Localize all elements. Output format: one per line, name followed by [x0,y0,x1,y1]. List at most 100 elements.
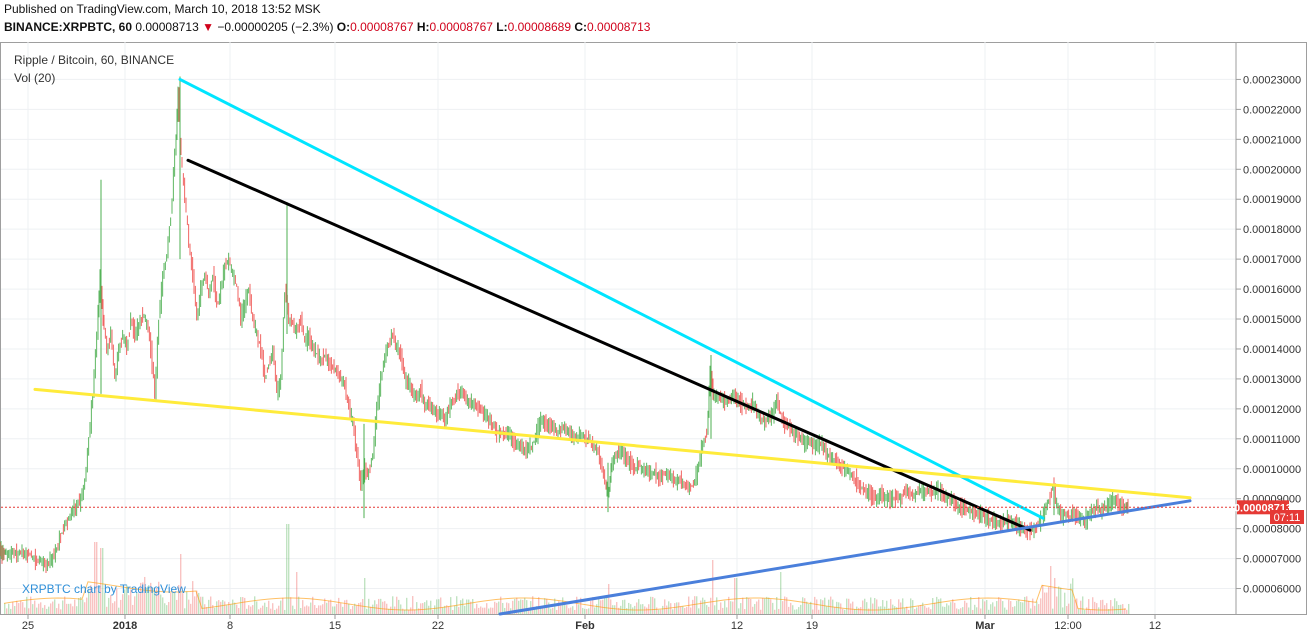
volume-bar [596,604,598,614]
volume-bar [556,609,558,614]
volume-bar [570,607,572,614]
volume-bar [102,548,104,614]
volume-bar [446,605,448,614]
volume-bar [276,608,278,614]
volume-bar [372,604,374,614]
volume-bar [494,601,496,614]
symbol-label: BINANCE:XRPBTC, 60 [4,20,133,34]
volume-bar [520,599,522,614]
volume-bar [1128,603,1130,614]
volume-bar [352,606,354,614]
volume-bar [806,601,808,614]
volume-bar [540,607,542,614]
y-tick-label: 0.00011000 [1243,434,1300,446]
volume-bar [394,606,396,614]
volume-bar [776,597,778,614]
volume-bar [182,593,184,614]
volume-bar [210,596,212,614]
volume-bar [324,598,326,614]
volume-bar [740,603,742,614]
volume-bar [728,596,730,614]
volume-bar [1052,608,1054,614]
volume-bar [650,596,652,614]
volume-bar [608,584,610,614]
volume-bar [752,606,754,614]
volume-bar [578,604,580,614]
volume-bar [212,605,214,614]
trendlines [1,77,1236,616]
volume-bar [764,598,766,614]
volume-bar [768,597,770,614]
volume-bar [636,602,638,614]
volume-bar [462,598,464,614]
volume-bar [108,597,110,614]
volume-bar [774,609,776,614]
volume-bar [458,607,460,614]
volume-bar [344,600,346,614]
volume-bar [34,600,36,614]
volume-bar [432,609,434,614]
volume-bar [720,602,722,614]
volume-bar [882,600,884,614]
volume-bar [910,598,912,614]
volume-bar [692,599,694,614]
volume-bar [604,596,606,614]
volume-bar [538,597,540,614]
x-tick-label: 19 [806,620,818,632]
volume-bar [668,601,670,614]
volume-bar [328,600,330,614]
volume-bar [114,601,116,614]
volume-bar [976,607,978,614]
volume-bar [792,605,794,614]
y-tick-label: 0.00023000 [1243,74,1301,86]
volume-bar [222,600,224,614]
volume-bar [296,572,298,614]
volume-bar [204,604,206,614]
time-axis[interactable]: 25 2018 8 15 22 Feb 12 19 Mar 12:00 12 [22,614,1161,632]
y-tick-label: 0.00021000 [1243,134,1301,146]
volume-bar [180,554,182,614]
volume-bar [258,609,260,614]
volume-bar [760,609,762,614]
y-tick-label: 0.00010000 [1243,464,1301,476]
volume-bar [990,604,992,614]
volume-bar [1084,609,1086,614]
volume-bar [154,592,156,614]
cyan-trendline[interactable] [178,77,1045,520]
volume-bar [454,605,456,614]
volume-bar [444,605,446,614]
volume-bar [868,608,870,614]
volume-bar [822,600,824,614]
volume-bar [932,598,934,614]
volume-bar [220,601,222,614]
volume-bar [292,605,294,614]
x-tick-label: 22 [432,620,444,632]
x-tick-label: Feb [575,620,595,632]
volume-bar [618,607,620,614]
volume-bar [434,605,436,614]
volume-bar [528,609,530,614]
volume-bar [22,602,24,614]
volume-bar [796,609,798,614]
volume-bar [28,608,30,614]
volume-bar [136,592,138,614]
volume-bar [218,600,220,614]
volume-bar [350,609,352,614]
volume-bar [196,590,198,614]
price-chart[interactable]: 0.00023000 0.00022000 0.00021000 0.00020000… [0,40,1312,637]
yellow-trendline[interactable] [33,387,1192,500]
volume-bar [314,605,316,614]
volume-bar [742,597,744,614]
volume-bar [78,597,80,614]
volume-bar [122,594,124,614]
watermark[interactable]: XRPBTC chart by TradingView [22,582,186,596]
volume-bar [326,602,328,614]
blue-trendline[interactable] [498,499,1192,616]
volume-bar [506,602,508,614]
volume-bar [8,603,10,614]
volume-bar [1040,598,1042,614]
volume-bar [10,608,12,614]
volume-bar [282,597,284,614]
volume-bar [482,607,484,614]
volume-bar [76,606,78,614]
